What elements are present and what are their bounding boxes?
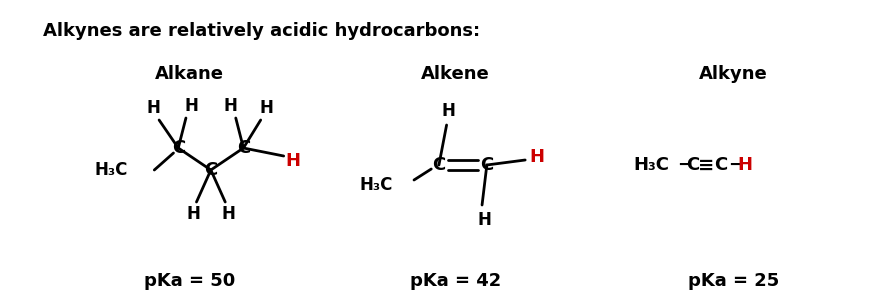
Text: C: C <box>205 161 218 179</box>
Text: C: C <box>171 139 185 157</box>
Text: H: H <box>221 205 235 223</box>
Text: pKa = 50: pKa = 50 <box>144 272 235 290</box>
Text: H: H <box>477 211 491 229</box>
Text: C: C <box>714 156 727 174</box>
Text: H: H <box>529 148 545 166</box>
Text: pKa = 25: pKa = 25 <box>688 272 779 290</box>
Text: H: H <box>441 102 455 120</box>
Text: −: − <box>677 156 693 174</box>
Text: C: C <box>237 139 250 157</box>
Text: Alkene: Alkene <box>421 65 489 83</box>
Text: H: H <box>286 152 301 170</box>
Text: −: − <box>728 156 744 174</box>
Text: Alkynes are relatively acidic hydrocarbons:: Alkynes are relatively acidic hydrocarbo… <box>43 22 480 40</box>
Text: H: H <box>147 99 160 117</box>
Text: H: H <box>187 205 200 223</box>
Text: pKa = 42: pKa = 42 <box>410 272 501 290</box>
Text: H: H <box>223 97 237 115</box>
Text: C: C <box>686 156 699 174</box>
Text: Alkyne: Alkyne <box>698 65 767 83</box>
Text: H: H <box>260 99 274 117</box>
Text: H: H <box>184 97 198 115</box>
Text: Alkane: Alkane <box>156 65 225 83</box>
Text: ≡: ≡ <box>698 156 714 175</box>
Text: H: H <box>737 156 753 174</box>
Text: C: C <box>480 156 494 174</box>
Text: C: C <box>433 156 446 174</box>
Text: H₃C: H₃C <box>633 156 669 174</box>
Text: H₃C: H₃C <box>94 161 128 179</box>
Text: H₃C: H₃C <box>359 176 393 194</box>
